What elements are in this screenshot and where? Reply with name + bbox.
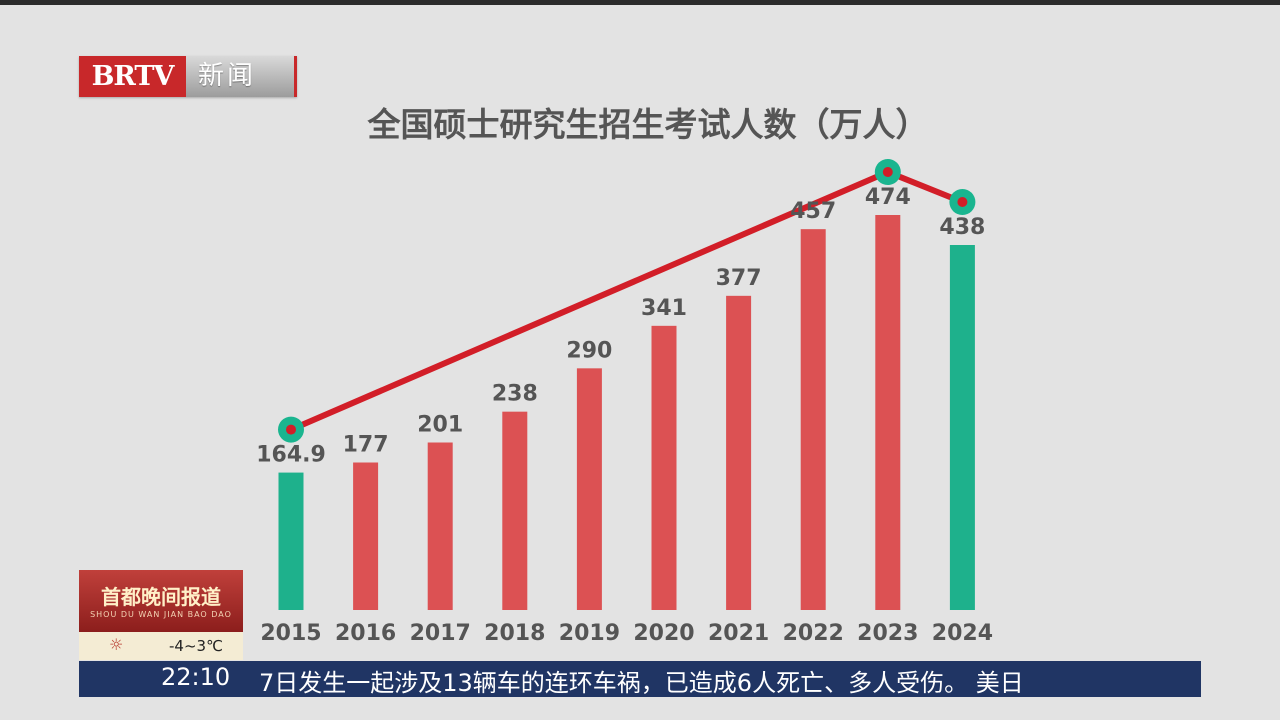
news-ticker: 22:10 7日发生一起涉及13辆车的连环车祸，已造成6人死亡、多人受伤。 美日: [79, 661, 1201, 697]
chart-title: 全国硕士研究生招生考试人数（万人）: [367, 105, 929, 144]
weather-temperature: -4~3℃: [169, 637, 223, 655]
brtv-logo-text: BRTV: [79, 56, 186, 97]
bar-2022: [800, 229, 826, 610]
bar-2019: [576, 368, 602, 610]
program-badge: 首都晚间报道 SHOU DU WAN JIAN BAO DAO ☼ -4~3℃: [79, 570, 243, 660]
bar-2015: [278, 472, 304, 610]
x-tick-2021: 2021: [708, 621, 769, 646]
bar-2020: [651, 325, 677, 610]
value-label-2016: 177: [343, 433, 389, 458]
x-tick-2016: 2016: [335, 621, 396, 646]
bar-2017: [427, 442, 453, 610]
trend-marker-2024-dot: [957, 197, 968, 207]
program-subtitle: SHOU DU WAN JIAN BAO DAO: [90, 610, 232, 619]
news-label: 新闻: [186, 56, 297, 97]
value-label-2021: 377: [716, 266, 762, 291]
bar-2016: [353, 462, 379, 610]
value-label-2024: 438: [939, 215, 985, 240]
weather-box: ☼ -4~3℃: [79, 632, 243, 660]
value-label-2017: 201: [417, 413, 463, 438]
program-title: 首都晚间报道: [79, 570, 243, 632]
x-tick-2015: 2015: [260, 621, 321, 646]
value-label-2018: 238: [492, 382, 538, 407]
trend-marker-2015-dot: [286, 424, 296, 435]
bar-2018: [502, 411, 528, 610]
bar-2024: [949, 245, 975, 610]
ticker-text: 7日发生一起涉及13辆车的连环车祸，已造成6人死亡、多人受伤。 美日: [259, 669, 1024, 697]
sun-icon: ☼: [109, 635, 124, 654]
channel-logo: BRTV 新闻: [79, 56, 297, 97]
trend-line: [289, 169, 964, 433]
x-tick-2018: 2018: [484, 621, 545, 646]
value-label-2023: 474: [865, 185, 911, 210]
x-tick-2022: 2022: [783, 621, 844, 646]
value-label-2019: 290: [566, 338, 612, 363]
x-tick-2017: 2017: [410, 621, 471, 646]
ticker-time: 22:10: [161, 663, 231, 691]
bar-2021: [726, 295, 752, 610]
trend-marker-2023-dot: [882, 167, 893, 177]
x-tick-2019: 2019: [559, 621, 620, 646]
value-label-2015: 164.9: [256, 443, 326, 468]
x-tick-2024: 2024: [932, 621, 993, 646]
value-label-2022: 457: [790, 199, 836, 224]
top-frame-bar: [0, 0, 1280, 5]
x-tick-2023: 2023: [857, 621, 918, 646]
bar-2023: [875, 215, 901, 610]
value-label-2020: 341: [641, 296, 687, 321]
x-tick-2020: 2020: [633, 621, 694, 646]
